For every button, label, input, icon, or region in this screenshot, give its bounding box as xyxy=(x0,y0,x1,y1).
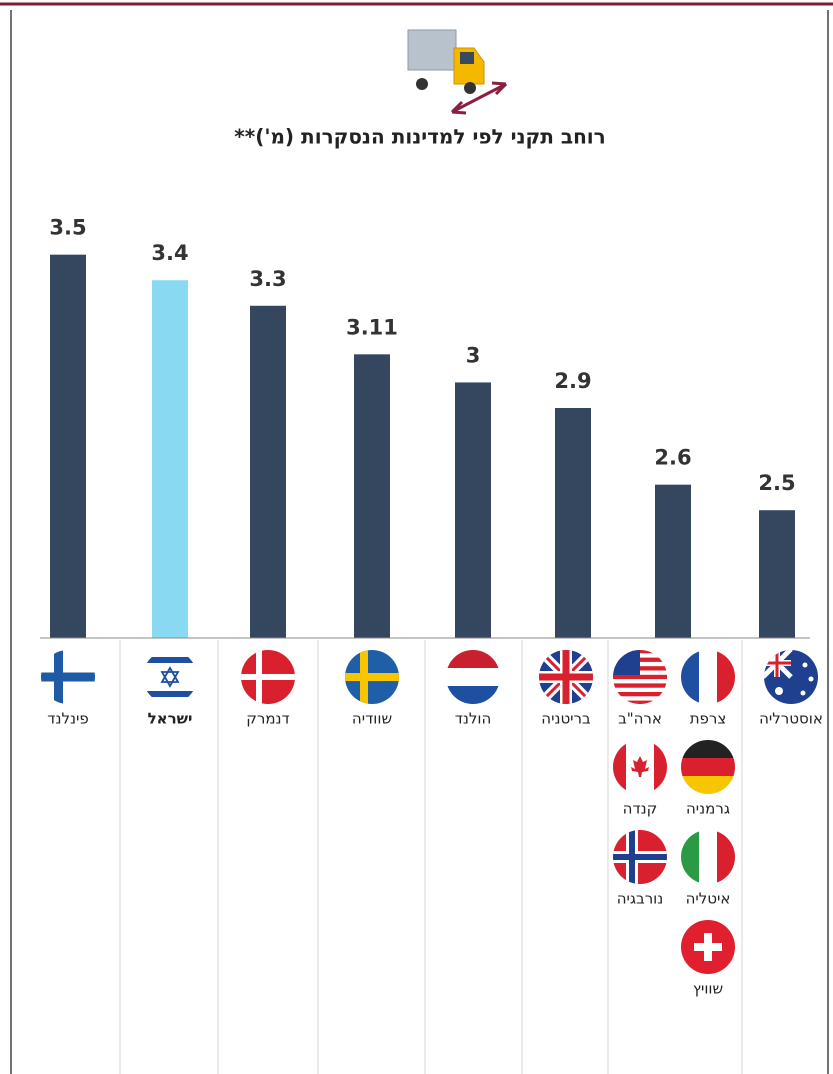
chart-title: רוחב תקני לפי למדינות הנסקרות (מ')** xyxy=(234,125,605,149)
data-label: 2.6 xyxy=(654,446,691,470)
truck-icon xyxy=(407,29,508,115)
bar xyxy=(555,408,591,638)
bar xyxy=(655,484,691,638)
data-label: 3 xyxy=(466,343,481,367)
country-label: ישראל xyxy=(148,710,193,728)
country-label: פינלנד xyxy=(47,710,88,728)
bar xyxy=(759,510,795,638)
country-label: שוויץ xyxy=(693,980,723,998)
country-label: צרפת xyxy=(690,710,727,728)
data-label: 3.4 xyxy=(151,241,188,265)
country-label: קנדה xyxy=(623,800,658,818)
data-label: 3.11 xyxy=(346,315,398,339)
data-label: 3.5 xyxy=(49,216,86,240)
country-label: אוסטרליה xyxy=(759,710,823,728)
bar xyxy=(152,280,188,638)
bar xyxy=(354,354,390,638)
country-label: גרמניה xyxy=(686,800,730,818)
country-label: בריטניה xyxy=(541,710,591,728)
separators xyxy=(119,640,743,1074)
data-label: 3.3 xyxy=(249,267,286,291)
bar xyxy=(250,305,286,638)
country-label: הולנד xyxy=(455,710,492,728)
data-label: 2.5 xyxy=(758,471,795,495)
country-label: נורבגיה xyxy=(617,890,664,908)
bar xyxy=(50,254,86,638)
country-label: דנמרק xyxy=(246,710,290,728)
data-label: 2.9 xyxy=(554,369,591,393)
bar xyxy=(455,382,491,638)
country-label: שוודיה xyxy=(352,710,392,728)
country-label: ארה"ב xyxy=(618,710,662,728)
country-label: איטליה xyxy=(686,890,731,908)
